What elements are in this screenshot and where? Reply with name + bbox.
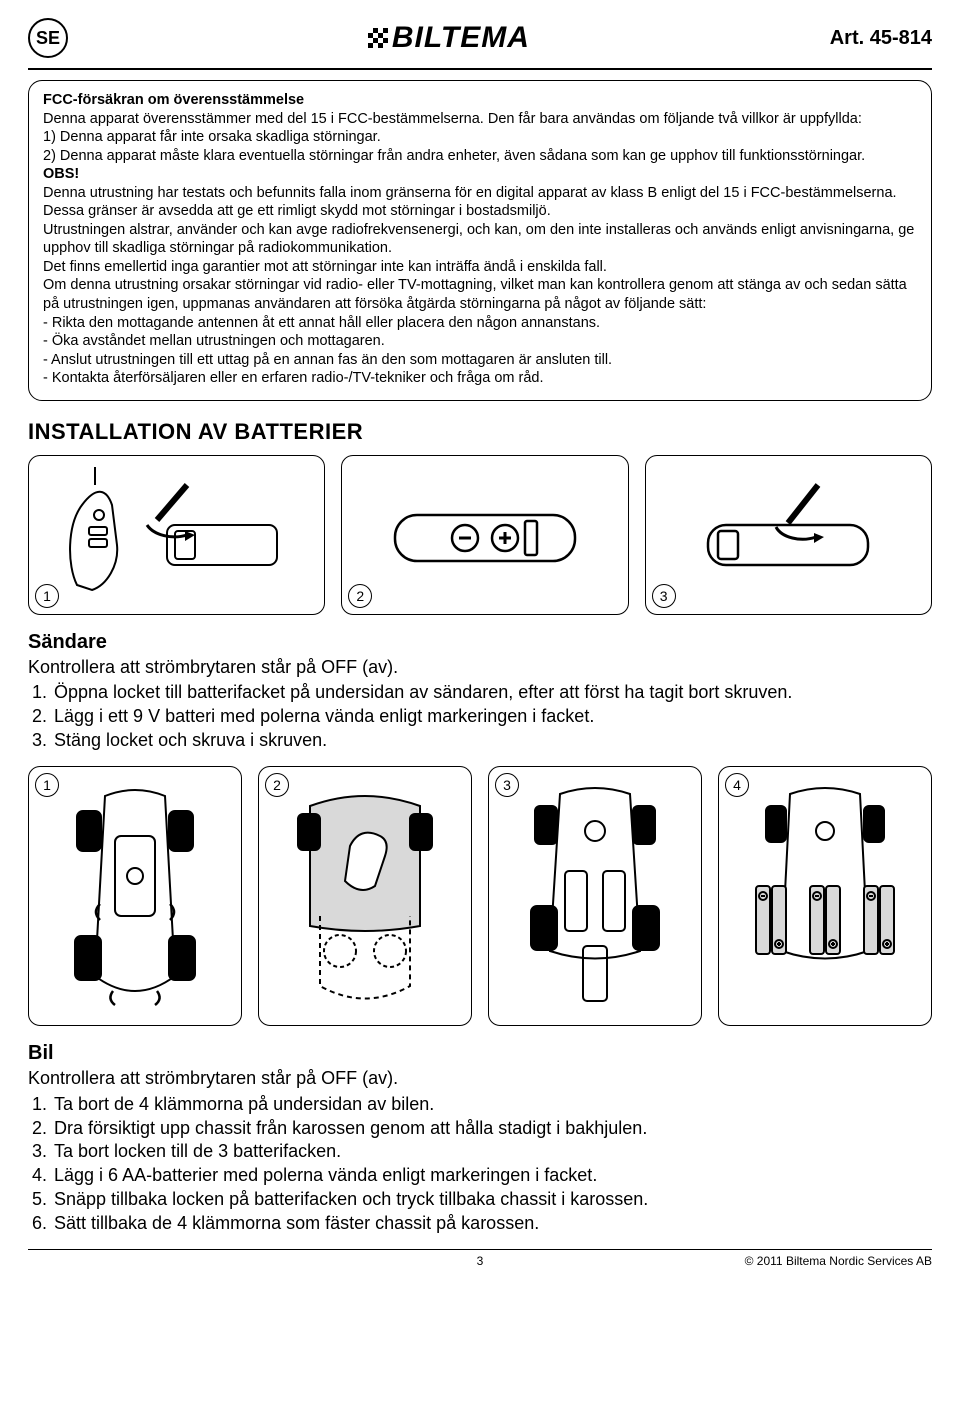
car-check: Kontrollera att strömbrytaren står på OF… <box>28 1067 932 1090</box>
brand-text: BILTEMA <box>392 21 530 55</box>
fcc-body-3: Det finns emellertid inga garantier mot … <box>43 258 917 277</box>
step-badge: 1 <box>35 584 59 608</box>
fcc-intro: Denna apparat överensstämmer med del 15 … <box>43 110 917 129</box>
car-diagram-row: 1 2 <box>28 766 932 1026</box>
language-badge: SE <box>28 18 68 58</box>
transmitter-step-3: 3 <box>645 455 932 615</box>
header-divider <box>28 68 932 70</box>
fcc-condition-1: 1) Denna apparat får inte orsaka skadlig… <box>43 128 917 147</box>
list-item: Öppna locket till batterifacket på under… <box>52 681 932 705</box>
car-lift-chassis-icon <box>270 776 460 1016</box>
fcc-declaration-box: FCC-försäkran om överensstämmelse Denna … <box>28 80 932 401</box>
remote-open-icon <box>47 465 307 605</box>
list-item: Ta bort locken till de 3 batterifacken. <box>52 1140 932 1164</box>
transmitter-heading: Sändare <box>28 631 932 654</box>
car-battery-polarity-icon <box>730 776 920 1016</box>
obs-label: OBS! <box>43 165 917 184</box>
car-step-4: 4 <box>718 766 932 1026</box>
car-step-3: 3 <box>488 766 702 1026</box>
step-badge: 3 <box>652 584 676 608</box>
fcc-bullet-2: - Öka avståndet mellan utrustningen och … <box>43 332 917 351</box>
fcc-body-4: Om denna utrustning orsakar störningar v… <box>43 276 917 313</box>
page-header: SE BILTEMA Art. 45-814 <box>28 18 932 58</box>
transmitter-step-2: 2 <box>341 455 628 615</box>
list-item: Stäng locket och skruva i skruven. <box>52 729 932 753</box>
car-step-2: 2 <box>258 766 472 1026</box>
installation-heading: INSTALLATION AV BATTERIER <box>28 419 932 445</box>
fcc-condition-2: 2) Denna apparat måste klara eventuella … <box>43 147 917 166</box>
fcc-body-2: Utrustningen alstrar, använder och kan a… <box>43 221 917 258</box>
fcc-title: FCC-försäkran om överensstämmelse <box>43 91 917 110</box>
car-underside-clips-icon <box>45 776 225 1016</box>
transmitter-step-1: 1 <box>28 455 325 615</box>
manual-page: SE BILTEMA Art. 45-814 FCC-försäkran om … <box>0 0 960 1414</box>
car-steps: Ta bort de 4 klämmorna på undersidan av … <box>28 1093 932 1236</box>
fcc-bullet-4: - Kontakta återförsäljaren eller en erfa… <box>43 369 917 388</box>
transmitter-steps: Öppna locket till batterifacket på under… <box>28 681 932 752</box>
car-step-1: 1 <box>28 766 242 1026</box>
fcc-bullet-1: - Rikta den mottagande antennen åt ett a… <box>43 314 917 333</box>
fcc-bullet-3: - Anslut utrustningen till ett uttag på … <box>43 351 917 370</box>
list-item: Dra försiktigt upp chassit från karossen… <box>52 1117 932 1141</box>
article-number: Art. 45-814 <box>830 27 932 50</box>
car-battery-covers-icon <box>505 776 685 1016</box>
list-item: Lägg i 6 AA-batterier med polerna vända … <box>52 1164 932 1188</box>
page-footer: 3 © 2011 Biltema Nordic Services AB <box>28 1249 932 1268</box>
transmitter-check: Kontrollera att strömbrytaren står på OF… <box>28 656 932 679</box>
transmitter-diagram-row: 1 2 <box>28 455 932 615</box>
fcc-body-1: Denna utrustning har testats och befunni… <box>43 184 917 221</box>
list-item: Lägg i ett 9 V batteri med polerna vända… <box>52 705 932 729</box>
battery-close-icon <box>668 475 908 595</box>
list-item: Ta bort de 4 klämmorna på undersidan av … <box>52 1093 932 1117</box>
language-code: SE <box>36 28 60 49</box>
page-number: 3 <box>477 1254 484 1268</box>
car-heading: Bil <box>28 1042 932 1065</box>
brand-logo: BILTEMA <box>368 21 530 55</box>
step-badge: 2 <box>348 584 372 608</box>
list-item: Sätt tillbaka de 4 klämmorna som fäster … <box>52 1212 932 1236</box>
copyright-text: © 2011 Biltema Nordic Services AB <box>745 1254 932 1268</box>
checker-icon <box>368 28 388 48</box>
list-item: Snäpp tillbaka locken på batterifacken o… <box>52 1188 932 1212</box>
battery-9v-icon <box>365 475 605 595</box>
